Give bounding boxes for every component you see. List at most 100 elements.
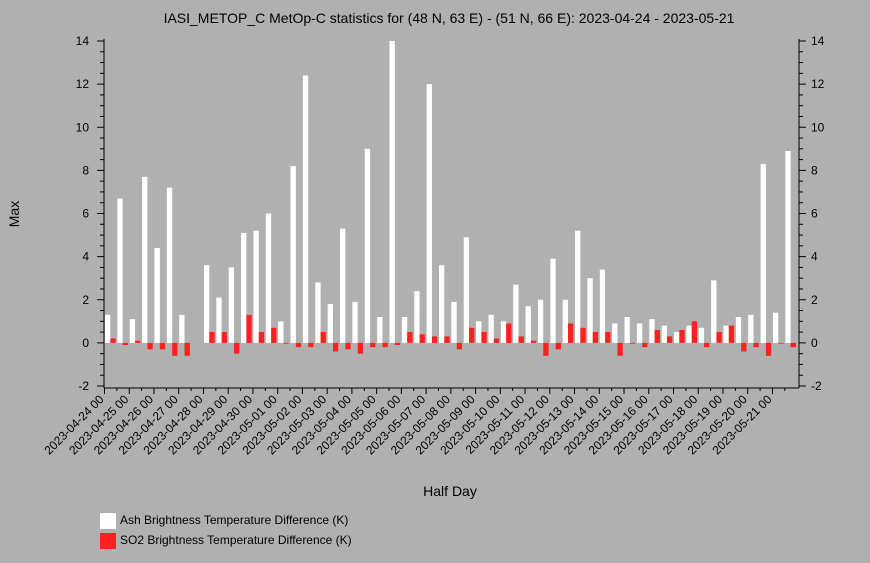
so2-bar [691, 321, 698, 343]
so2-bar [592, 332, 599, 343]
y-tick-label-left: 8 [82, 163, 89, 177]
ash-bar [426, 84, 432, 343]
so2-bar [234, 342, 240, 354]
so2-bar [147, 342, 153, 350]
so2-bar [159, 342, 166, 350]
legend-swatch-ash [100, 513, 116, 529]
y-tick-label-right: 12 [811, 77, 825, 91]
so2-bar [444, 336, 450, 343]
ash-bar [352, 301, 358, 343]
so2-bar [172, 342, 178, 356]
ash-bar [674, 332, 680, 343]
ash-bar [438, 265, 445, 343]
so2-bar [765, 342, 772, 356]
so2-bar [110, 338, 116, 343]
ash-bar [278, 321, 284, 343]
so2-bar [308, 342, 314, 348]
so2-bar [728, 325, 735, 343]
ash-bar [562, 299, 568, 343]
ash-bar [488, 314, 494, 343]
legend: Ash Brightness Temperature Difference (K… [100, 513, 352, 549]
so2-bar [370, 342, 376, 348]
ash-bar [154, 248, 160, 343]
ash-bar [525, 306, 531, 343]
so2-bar [394, 342, 401, 346]
x-axis-label: Half Day [423, 483, 477, 499]
ash-bar [203, 265, 210, 343]
so2-bar [357, 342, 364, 354]
so2-bar [184, 342, 190, 356]
so2-bar [518, 336, 524, 343]
ash-bar [587, 278, 593, 343]
ash-bar [253, 230, 259, 343]
ash-bar [216, 297, 222, 343]
so2-bar [407, 332, 413, 343]
ash-bar [179, 314, 185, 343]
ash-bar [686, 325, 692, 343]
so2-bar [320, 332, 326, 343]
so2-bar [679, 329, 685, 343]
y-tick-label-right: 0 [811, 336, 818, 350]
so2-bar [506, 323, 512, 343]
ash-bar [451, 301, 457, 343]
legend-label-ash: Ash Brightness Temperature Difference (K… [120, 513, 348, 527]
ash-bar [117, 198, 123, 343]
ash-bar [364, 148, 371, 343]
ash-bar [463, 237, 470, 343]
ash-bar [636, 323, 643, 343]
so2-bar [543, 342, 549, 356]
so2-bar [209, 332, 215, 343]
so2-bar [431, 336, 438, 343]
so2-bar [568, 323, 574, 343]
y-tick-label-left: 6 [82, 207, 89, 221]
chart-title: IASI_METOP_C MetOp-C statistics for (48 … [164, 10, 735, 26]
ash-bar [500, 321, 507, 343]
so2-bar [345, 342, 351, 350]
so2-bar [221, 332, 227, 343]
ash-bar [377, 317, 383, 343]
y-axis-label: Max [6, 201, 22, 227]
y-tick-label-right: 14 [811, 34, 825, 48]
so2-bar [580, 327, 586, 343]
legend-swatch-so2 [100, 533, 116, 549]
ash-bar [327, 304, 333, 343]
ash-bar [476, 321, 482, 343]
so2-bar [530, 340, 537, 343]
so2-bar [493, 338, 500, 343]
ash-bar [265, 213, 272, 343]
so2-bar [741, 342, 747, 352]
so2-bar [469, 327, 475, 343]
ash-bar [711, 280, 717, 343]
ash-bar [760, 163, 766, 343]
y-tick-label-right: -2 [811, 379, 822, 393]
so2-bar [419, 334, 425, 343]
ash-bar [748, 314, 754, 343]
y-tick-label-right: 2 [811, 293, 818, 307]
ash-bar [513, 284, 519, 343]
so2-bar [481, 332, 487, 343]
ash-bar [389, 41, 395, 343]
so2-bar [666, 336, 673, 343]
y-tick-label-left: 10 [76, 120, 90, 134]
ash-bar [315, 282, 321, 343]
so2-bar [704, 342, 710, 348]
so2-bar [135, 340, 141, 343]
ash-bar [537, 299, 544, 343]
ash-bar [785, 150, 791, 343]
so2-bar [258, 332, 265, 343]
so2-bar [716, 332, 722, 343]
so2-bar [332, 342, 339, 352]
ash-bar [735, 317, 742, 343]
so2-bar [753, 342, 759, 348]
so2-bar [295, 342, 302, 348]
ash-bar [698, 327, 705, 343]
ash-bar [228, 267, 235, 343]
ash-bar [772, 312, 779, 343]
y-tick-label-right: 8 [811, 163, 818, 177]
ash-bar [105, 314, 111, 343]
so2-bar [642, 342, 648, 348]
ash-bar [624, 317, 630, 343]
ash-bar [166, 187, 173, 343]
